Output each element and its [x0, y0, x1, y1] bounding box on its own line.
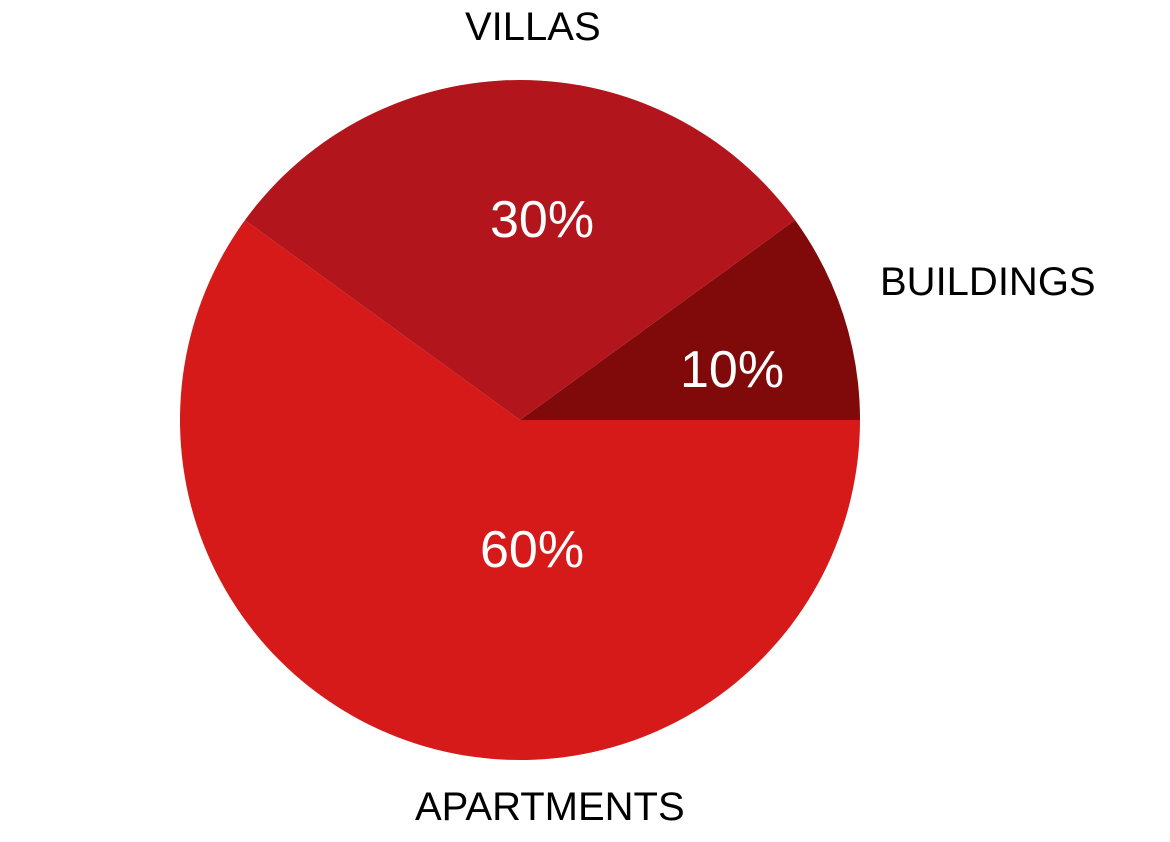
slice-value-apartments: 60% [480, 520, 584, 580]
slice-value-villas: 30% [490, 190, 594, 250]
slice-label-buildings: BUILDINGS [880, 260, 1096, 305]
pie-chart-svg [0, 0, 1170, 842]
chart-stage: BUILDINGS VILLAS APARTMENTS 10% 30% 60% [0, 0, 1170, 842]
slice-label-villas: VILLAS [465, 5, 601, 50]
slice-value-buildings: 10% [680, 340, 784, 400]
slice-label-apartments: APARTMENTS [415, 785, 685, 830]
